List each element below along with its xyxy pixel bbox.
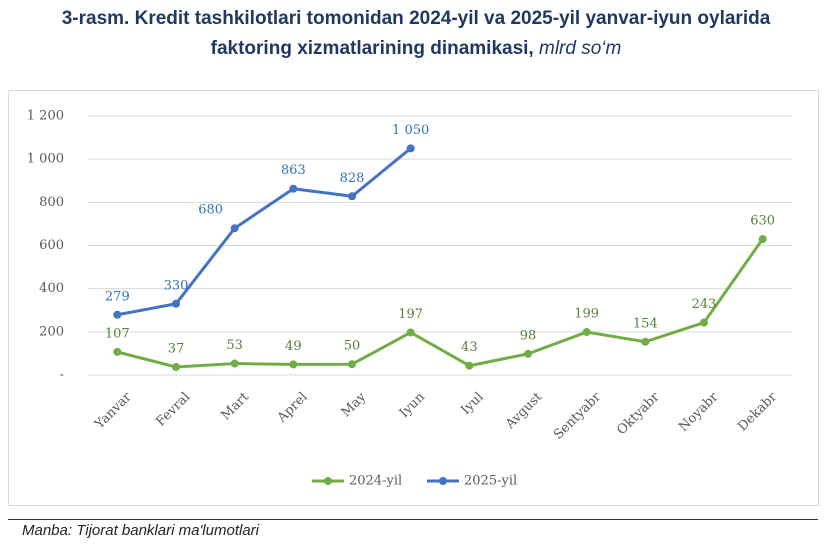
marker (582, 328, 591, 337)
data-label: 98 (520, 328, 537, 343)
marker (289, 360, 298, 369)
marker (113, 310, 122, 319)
marker (230, 359, 239, 368)
source: Manba: Tijorat banklari ma'lumotlari (22, 522, 259, 539)
marker (406, 144, 415, 153)
data-label: 53 (226, 338, 243, 353)
marker (465, 361, 474, 370)
marker (172, 299, 180, 308)
data-label: 279 (105, 289, 130, 304)
marker (289, 184, 298, 193)
y-tick-label: 1 000 (27, 152, 64, 167)
marker (113, 347, 122, 356)
marker (758, 235, 767, 244)
data-label: 197 (398, 307, 423, 322)
data-label: 154 (633, 316, 658, 331)
data-label: 828 (340, 171, 365, 186)
data-label: 243 (692, 297, 717, 312)
data-label: 50 (344, 339, 361, 354)
marker (172, 363, 180, 372)
marker (524, 349, 532, 358)
legend-label: 2024-yil (349, 474, 402, 489)
marker (406, 328, 415, 337)
data-label: 37 (168, 342, 185, 357)
data-label: 107 (105, 326, 130, 341)
y-tick-label: - (60, 368, 64, 383)
y-tick-label: 1 200 (27, 109, 64, 124)
data-label: 630 (750, 214, 775, 229)
y-tick-label: 600 (39, 238, 64, 253)
chart-title-block: 3-rasm. Kredit tashkilotlari tomonidan 2… (20, 4, 812, 64)
data-label: 330 (164, 278, 189, 293)
chart-title: 3-rasm. Kredit tashkilotlari tomonidan 2… (61, 8, 771, 59)
y-tick-label: 800 (39, 195, 64, 210)
data-label: 863 (281, 163, 306, 178)
legend-marker (439, 477, 447, 485)
marker (348, 360, 356, 369)
marker (641, 337, 650, 346)
data-label: 43 (461, 340, 478, 355)
series-line (117, 147, 412, 317)
legend-marker (324, 477, 332, 485)
legend-label: 2025-yil (464, 474, 517, 489)
series-line (116, 238, 764, 369)
data-label: 199 (574, 307, 599, 322)
marker (348, 192, 356, 201)
data-label: 49 (285, 339, 302, 354)
y-tick-label: 200 (39, 324, 64, 339)
data-label: 680 (198, 203, 223, 218)
marker (230, 224, 239, 233)
unit: mlrd so‘m (539, 38, 622, 59)
marker (700, 318, 708, 327)
data-label: 1 050 (392, 123, 429, 138)
y-tick-label: 400 (39, 281, 64, 296)
